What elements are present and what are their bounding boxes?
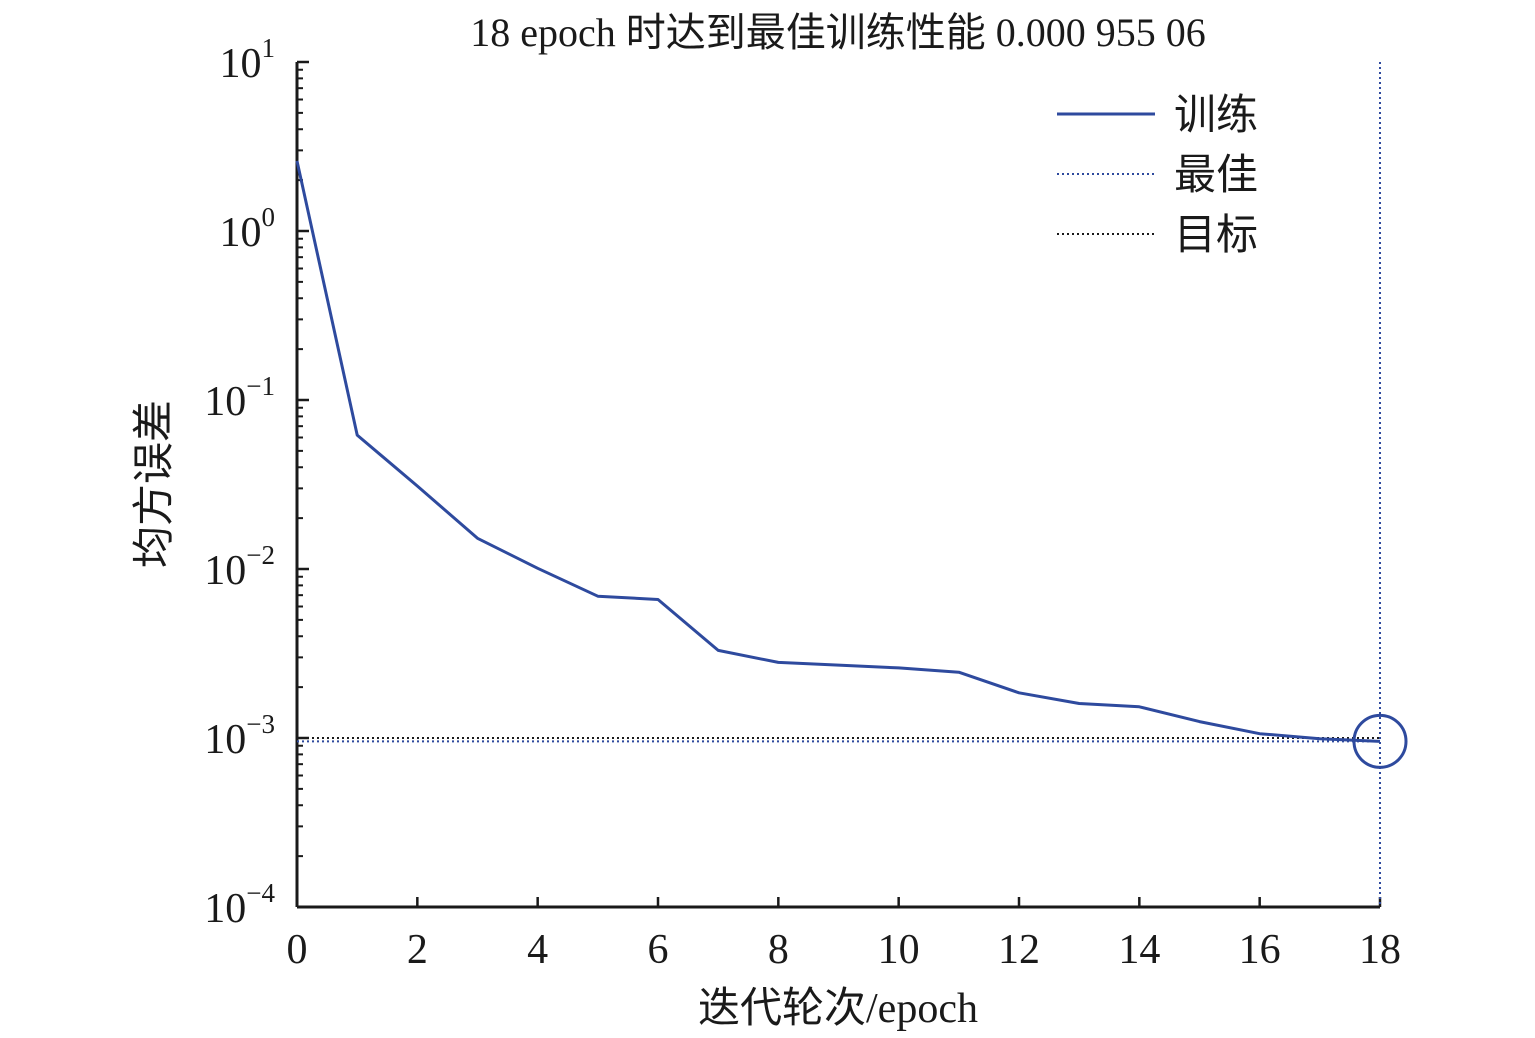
y-tick-base: 10 — [204, 717, 246, 763]
x-tick-label: 8 — [768, 927, 789, 973]
x-axis-label: 迭代轮次/epoch — [698, 986, 978, 1032]
y-tick-exponent: −1 — [246, 371, 275, 401]
y-tick-label: 101 — [220, 33, 276, 87]
best-point-marker — [1352, 713, 1408, 769]
x-tick-label: 2 — [407, 927, 428, 973]
y-tick-exponent: −2 — [246, 540, 275, 570]
y-tick-label: 10−1 — [204, 371, 275, 425]
y-tick-base: 10 — [204, 886, 246, 932]
y-tick-exponent: 1 — [262, 33, 276, 63]
legend-label: 目标 — [1174, 213, 1258, 259]
y-tick-base: 10 — [204, 548, 246, 594]
y-tick-base: 10 — [204, 379, 246, 425]
x-axis-ticks: 0 2 4 6 8 10 12 14 16 18 — [287, 897, 1401, 973]
x-tick-label: 14 — [1118, 927, 1160, 973]
y-tick-exponent: −4 — [246, 878, 275, 908]
x-tick-label: 16 — [1239, 927, 1281, 973]
plot-lines — [295, 62, 1408, 907]
y-tick-label: 10−3 — [204, 709, 275, 763]
y-tick-exponent: 0 — [262, 202, 276, 232]
y-tick-base: 10 — [220, 41, 262, 87]
training-line — [295, 160, 1381, 743]
y-tick-exponent: −3 — [246, 709, 275, 739]
x-tick-label: 10 — [878, 927, 920, 973]
y-axis-label: 均方误差 — [132, 400, 178, 568]
axes — [295, 62, 1380, 909]
x-tick-label: 12 — [998, 927, 1040, 973]
x-tick-label: 18 — [1359, 927, 1401, 973]
y-tick-base: 10 — [220, 210, 262, 256]
x-tick-label: 0 — [287, 927, 308, 973]
legend-label: 最佳 — [1174, 153, 1258, 199]
legend-label: 训练 — [1174, 92, 1258, 139]
y-tick-label: 10−4 — [204, 878, 275, 932]
x-tick-label: 6 — [648, 927, 669, 973]
chart-title: 18 epoch 时达到最佳训练性能 0.000 955 06 — [470, 10, 1206, 55]
x-tick-label: 4 — [527, 927, 548, 973]
y-tick-label: 100 — [220, 202, 276, 256]
y-tick-label: 10−2 — [204, 540, 275, 594]
